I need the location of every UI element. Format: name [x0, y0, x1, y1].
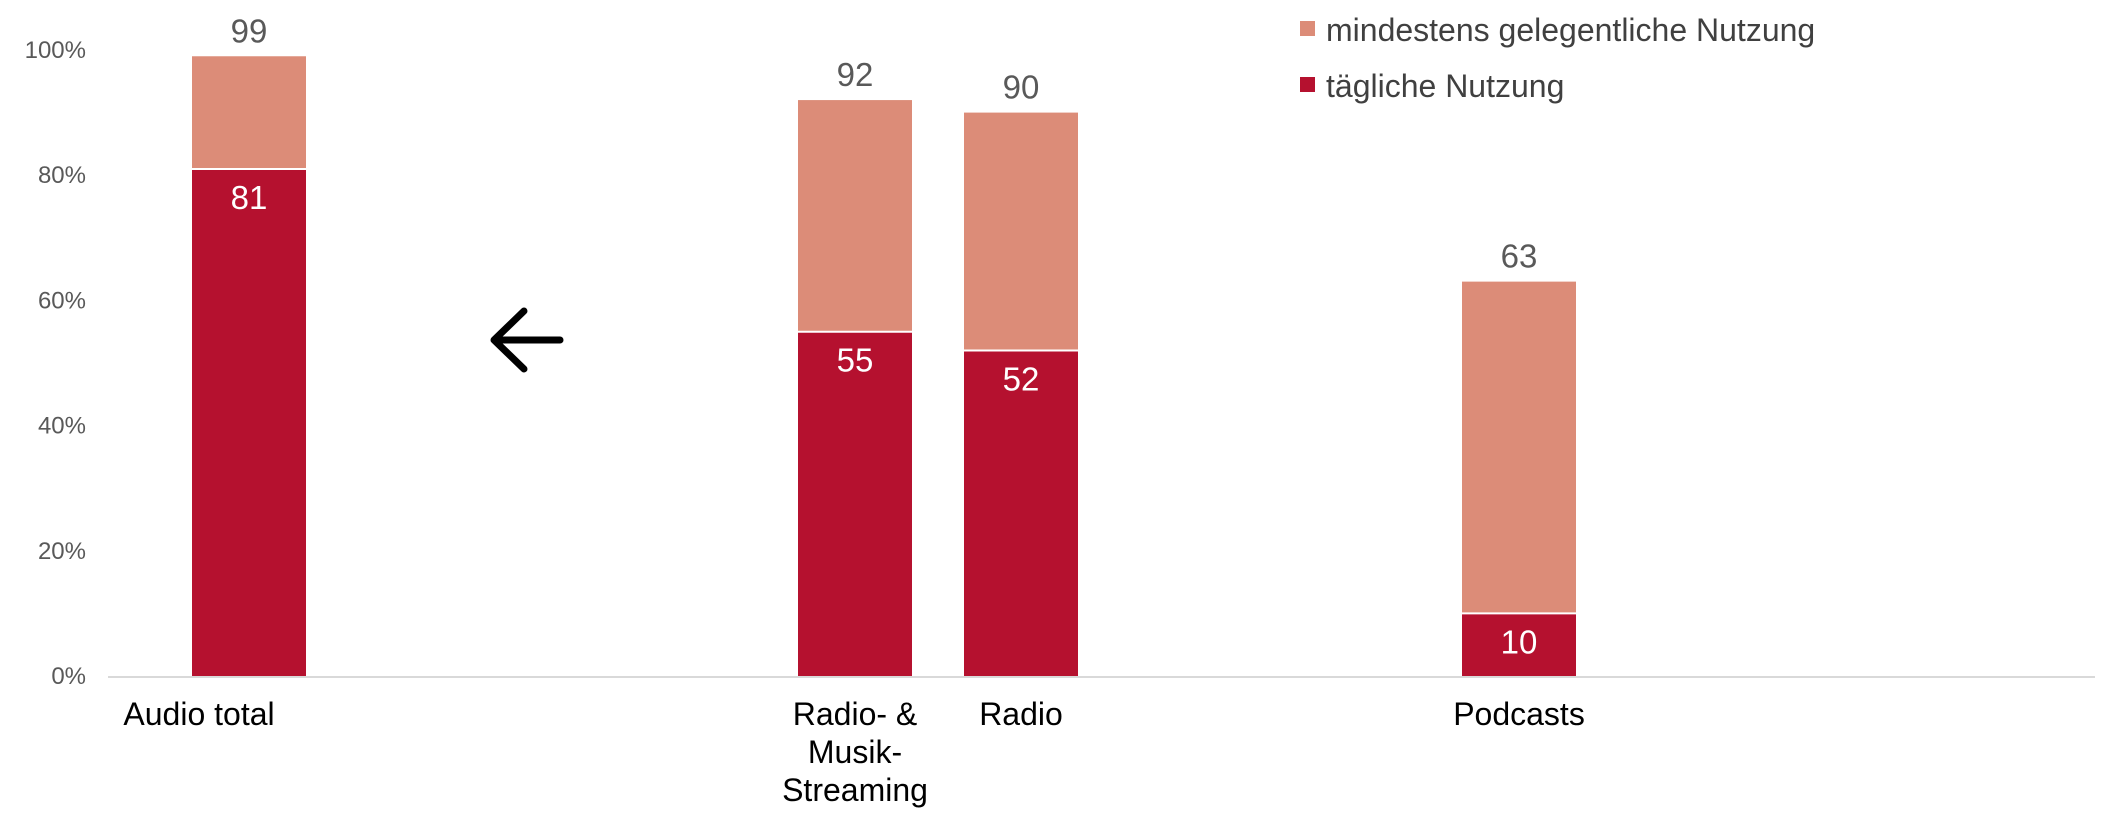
data-label-total: 90 — [1003, 69, 1040, 106]
data-label-daily: 10 — [1501, 623, 1538, 660]
y-tick-label: 20% — [38, 538, 86, 565]
bar-segment-daily — [1462, 613, 1576, 676]
bar-segment-occasional — [1462, 281, 1576, 614]
bars: 81 99 55 92 52 90 10 63 — [192, 12, 1576, 676]
x-category-label: Radio- & Musik-Streaming — [782, 696, 928, 808]
data-label-daily: 81 — [231, 179, 268, 216]
legend: mindestens gelegentliche Nutzung tägliche… — [1300, 12, 1815, 104]
legend-label: tägliche Nutzung — [1326, 68, 1564, 104]
legend-swatch — [1300, 77, 1315, 92]
x-category-label: Podcasts — [1453, 696, 1585, 732]
data-label-total: 92 — [837, 56, 874, 93]
left-arrow-icon — [490, 307, 564, 373]
data-label-daily: 52 — [1003, 360, 1040, 397]
data-label-daily: 55 — [837, 342, 874, 379]
y-tick-label: 40% — [38, 413, 86, 440]
x-category-label: Radio — [979, 696, 1063, 732]
legend-label: mindestens gelegentliche Nutzung — [1326, 12, 1815, 48]
bar-segment-occasional — [798, 100, 912, 332]
legend-swatch — [1300, 21, 1315, 36]
data-label-total: 63 — [1501, 238, 1538, 275]
bar-segment-occasional — [192, 56, 306, 169]
y-axis: 0% 20% 40% 60% 80% 100% — [25, 37, 86, 690]
bar-segment-occasional — [964, 112, 1078, 351]
bar-segment-daily — [192, 168, 306, 676]
x-category-label: Audio total — [123, 696, 274, 732]
x-axis-labels: Audio total Radio- & Musik-Streaming Radio P… — [123, 696, 1584, 808]
data-label-total: 99 — [231, 12, 268, 49]
y-tick-label: 100% — [25, 37, 86, 64]
y-tick-label: 80% — [38, 162, 86, 189]
bar-segment-daily — [964, 350, 1078, 676]
y-tick-label: 60% — [38, 287, 86, 314]
bar-segment-daily — [798, 331, 912, 676]
y-tick-label: 0% — [51, 663, 86, 690]
